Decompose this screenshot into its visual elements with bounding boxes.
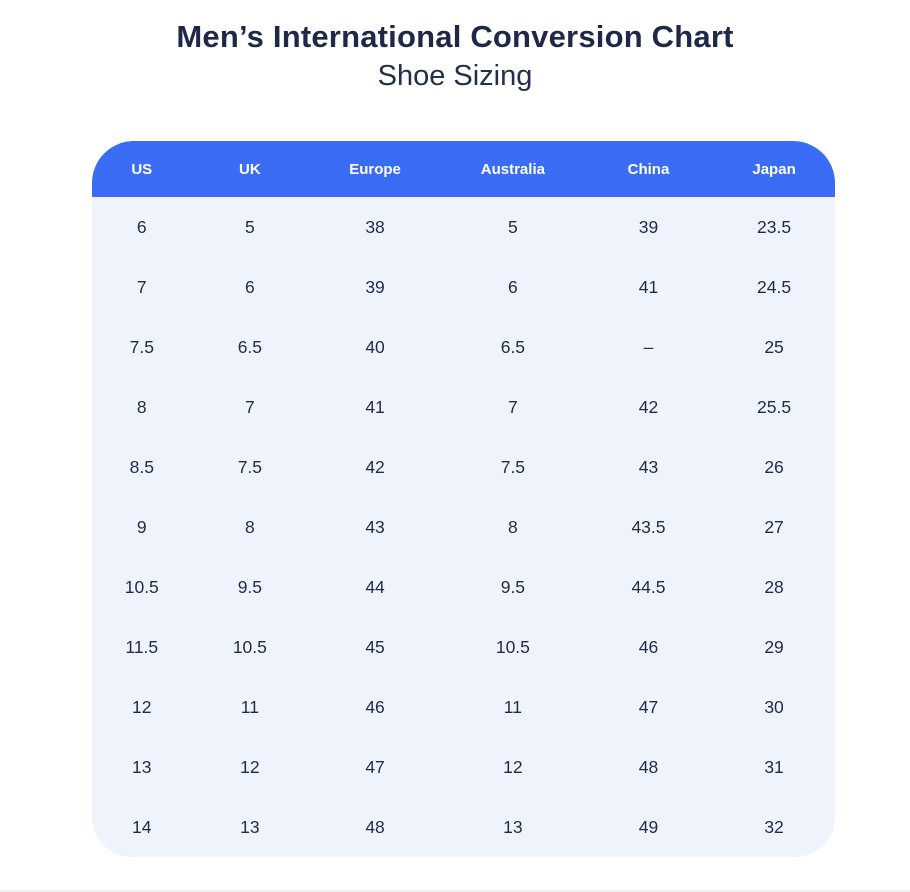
table-cell: 13 xyxy=(503,816,523,837)
table-cell: 7 xyxy=(245,396,255,417)
table-cell: 8 xyxy=(136,396,147,417)
table-cell: 5 xyxy=(508,216,518,237)
table-cell: 6 xyxy=(136,216,147,237)
table-cell: 47 xyxy=(365,756,385,777)
table-cell: 12 xyxy=(240,756,260,777)
table-cell: 44 xyxy=(365,576,385,597)
table-cell: 6 xyxy=(508,276,518,297)
table-cell: 43 xyxy=(365,516,385,537)
table-cell: 39 xyxy=(365,276,385,297)
table-row: 6 5 38 5 39 23.5 xyxy=(92,197,835,257)
table-cell: 24.5 xyxy=(757,276,792,297)
table-cell: 12 xyxy=(132,696,152,717)
table-cell: 41 xyxy=(365,396,385,417)
table-cell: 41 xyxy=(638,276,659,297)
table-cell: – xyxy=(643,336,654,357)
table-row: 10.5 9.5 44 9.5 44.5 28 xyxy=(92,557,835,617)
table-cell: 5 xyxy=(245,216,255,237)
table-cell: 43.5 xyxy=(631,516,666,537)
table-cell: 8 xyxy=(245,516,255,537)
table-cell: 7 xyxy=(508,396,518,417)
table-cell: 44.5 xyxy=(631,576,666,597)
table-cell: 9 xyxy=(136,516,147,537)
table-cell: 42 xyxy=(638,396,659,417)
conversion-table: US UK Europe Australia China Japan 6 5 38 5 39 23.… xyxy=(92,141,835,857)
table-cell: 11 xyxy=(240,696,259,717)
header-cell-china: China xyxy=(627,160,670,178)
table-cell: 10.5 xyxy=(232,636,267,657)
table-cell: 42 xyxy=(365,456,385,477)
table-row: 9 8 43 8 43.5 27 xyxy=(92,497,835,557)
table-cell: 7.5 xyxy=(237,456,263,477)
table-cell: 29 xyxy=(764,636,784,657)
table-cell: 6.5 xyxy=(500,336,526,357)
page-subtitle: Shoe Sizing xyxy=(377,60,533,92)
table-cell: 13 xyxy=(240,816,260,837)
table-row: 13 12 47 12 48 31 xyxy=(92,737,835,797)
table-cell: 47 xyxy=(638,696,659,717)
table-cell: 10.5 xyxy=(495,636,530,657)
shoe-size-table: US UK Europe Australia China Japan 6 5 38 5 39 23.… xyxy=(92,141,835,857)
table-cell: 26 xyxy=(764,456,784,477)
table-cell: 27 xyxy=(764,516,784,537)
table-cell: 25.5 xyxy=(757,396,792,417)
table-cell: 13 xyxy=(132,756,152,777)
table-cell: 32 xyxy=(764,816,784,837)
table-row: 12 11 46 11 47 30 xyxy=(92,677,835,737)
table-cell: 8 xyxy=(508,516,518,537)
page-header: Men’s International Conversion Chart Sho… xyxy=(0,0,910,94)
table-row: 8.5 7.5 42 7.5 43 26 xyxy=(92,437,835,497)
page-title: Men’s International Conversion Chart xyxy=(176,19,734,54)
table-header-row: US UK Europe Australia China Japan xyxy=(92,141,835,197)
table-cell: 45 xyxy=(365,636,385,657)
table-cell: 28 xyxy=(764,576,784,597)
table-cell: 43 xyxy=(638,456,659,477)
header-cell-japan: Japan xyxy=(752,160,796,178)
table-cell: 11.5 xyxy=(125,636,159,657)
table-cell: 49 xyxy=(638,816,659,837)
table-cell: 46 xyxy=(638,636,659,657)
table-row: 7 6 39 6 41 24.5 xyxy=(92,257,835,317)
table-cell: 48 xyxy=(365,816,385,837)
header-cell-us: US xyxy=(131,160,153,178)
header-cell-uk: UK xyxy=(239,160,261,178)
table-cell: 8.5 xyxy=(129,456,154,477)
header-cell-australia: Australia xyxy=(480,160,545,178)
table-cell: 14 xyxy=(132,816,152,837)
table-cell: 39 xyxy=(638,216,659,237)
header-cell-europe: Europe xyxy=(349,160,401,178)
table-cell: 12 xyxy=(503,756,523,777)
table-cell: 9.5 xyxy=(500,576,526,597)
table-row: 11.5 10.5 45 10.5 46 29 xyxy=(92,617,835,677)
table-cell: 25 xyxy=(764,336,784,357)
table-cell: 6.5 xyxy=(237,336,263,357)
table-cell: 40 xyxy=(365,336,385,357)
table-cell: 30 xyxy=(764,696,784,717)
table-cell: 38 xyxy=(365,216,385,237)
table-cell: 48 xyxy=(638,756,659,777)
table-row: 14 13 48 13 49 32 xyxy=(92,797,835,857)
table-cell: 7.5 xyxy=(129,336,154,357)
table-cell: 10.5 xyxy=(124,576,159,597)
table-cell: 6 xyxy=(245,276,255,297)
table-head: US UK Europe Australia China Japan xyxy=(92,141,835,197)
table-row: 8 7 41 7 42 25.5 xyxy=(92,377,835,437)
table-row: 7.5 6.5 40 6.5 – 25 xyxy=(92,317,835,377)
page-bottom-divider xyxy=(0,890,910,892)
table-body: 6 5 38 5 39 23.5 7 6 39 6 41 24.5 7.5 6.5 40 6.5 – 25 8 7 41… xyxy=(92,197,835,857)
table-cell: 7.5 xyxy=(500,456,526,477)
table-cell: 46 xyxy=(365,696,385,717)
table-cell: 31 xyxy=(764,756,784,777)
table-cell: 11 xyxy=(503,696,522,717)
table-cell: 7 xyxy=(136,276,147,297)
table-cell: 23.5 xyxy=(757,216,792,237)
table-cell: 9.5 xyxy=(237,576,263,597)
